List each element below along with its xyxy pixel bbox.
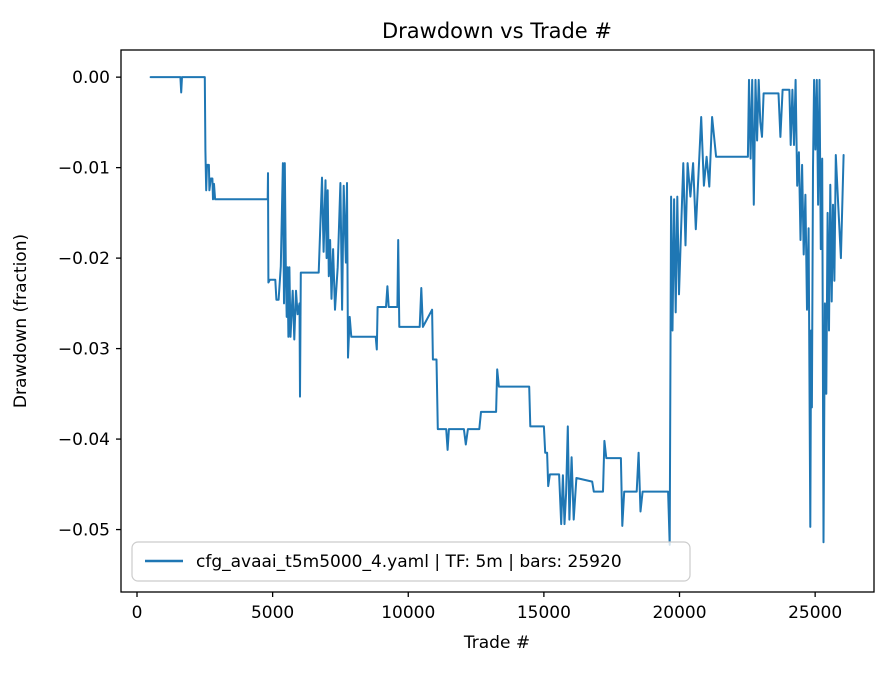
y-tick-label: −0.01 xyxy=(58,159,110,179)
legend-label: cfg_avaai_t5m5000_4.yaml | TF: 5m | bars… xyxy=(196,552,622,572)
x-tick-label: 15000 xyxy=(517,603,571,623)
y-tick-label: −0.02 xyxy=(58,249,110,269)
y-tick-label: −0.04 xyxy=(58,430,110,450)
y-tick-label: −0.05 xyxy=(58,521,110,541)
y-axis-label: Drawdown (fraction) xyxy=(11,234,31,408)
x-axis-ticks: 0 5000 10000 15000 20000 25000 xyxy=(132,592,842,623)
x-tick-label: 5000 xyxy=(251,603,294,623)
x-tick-label: 10000 xyxy=(381,603,435,623)
legend: cfg_avaai_t5m5000_4.yaml | TF: 5m | bars… xyxy=(131,541,691,582)
x-axis-label: Trade # xyxy=(463,633,530,653)
x-tick-label: 25000 xyxy=(788,603,842,623)
x-tick-label: 0 xyxy=(132,603,143,623)
y-tick-label: −0.03 xyxy=(58,340,110,360)
chart-title: Drawdown vs Trade # xyxy=(382,19,612,43)
drawdown-series-line xyxy=(149,76,845,546)
plot-area-spines xyxy=(120,49,875,593)
y-axis-ticks: 0.00 −0.01 −0.02 −0.03 −0.04 −0.05 xyxy=(58,68,121,541)
y-tick-label: 0.00 xyxy=(72,68,110,88)
x-tick-label: 20000 xyxy=(652,603,706,623)
legend-box xyxy=(131,541,691,582)
